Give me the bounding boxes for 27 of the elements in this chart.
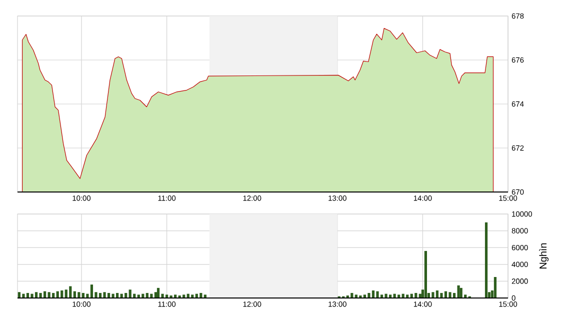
bar: [457, 285, 460, 298]
bar: [460, 288, 462, 298]
bar: [154, 292, 157, 298]
bar: [432, 292, 434, 298]
bar: [48, 292, 50, 298]
bar: [440, 292, 443, 298]
bar: [156, 288, 160, 298]
bar: [30, 294, 34, 298]
bar: [78, 292, 80, 298]
bar: [112, 294, 114, 298]
bar: [376, 291, 379, 298]
bar: [22, 294, 25, 298]
bar: [90, 284, 94, 298]
bar: [64, 290, 68, 298]
bar: [424, 250, 427, 298]
bar: [69, 286, 72, 298]
bar: [39, 292, 42, 298]
bar: [18, 292, 21, 298]
bar: [103, 292, 106, 298]
bar: [448, 292, 452, 298]
y-axis-title: Nghìn: [539, 243, 549, 268]
bar: [128, 290, 132, 298]
bar: [384, 294, 388, 298]
bar: [484, 222, 488, 298]
bar: [34, 292, 38, 298]
bar: [368, 292, 370, 298]
bar: [494, 277, 497, 298]
